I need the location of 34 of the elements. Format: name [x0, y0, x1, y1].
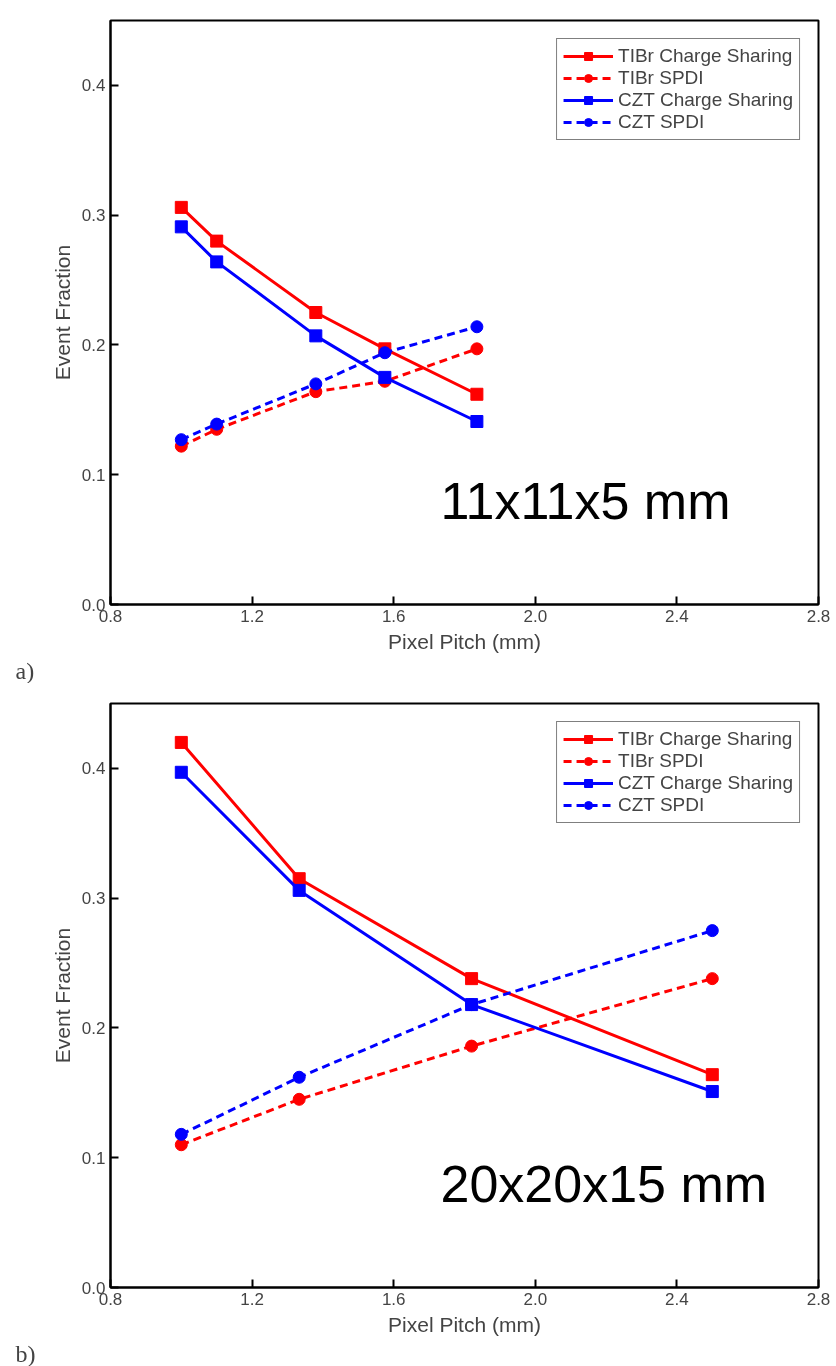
x-tick-label: 1.2 [240, 1289, 264, 1309]
y-tick-label: 0.2 [81, 1018, 106, 1038]
legend-label: TIBr SPDI [618, 750, 704, 772]
y-tick-label: 0.1 [81, 465, 106, 485]
text: b) [15, 1340, 36, 1366]
y-tick-label: 0.1 [81, 1148, 106, 1168]
y-axis-title: Event Fraction [50, 244, 74, 381]
x-tick-label: 2.8 [806, 1289, 831, 1309]
legend-label: TIBr SPDI [618, 67, 704, 89]
x-tick-label: 1.6 [381, 1289, 406, 1309]
y-tick-label: 0.4 [81, 76, 106, 96]
x-axis-title: Pixel Pitch (mm) [388, 629, 541, 653]
x-tick-label: 1.6 [381, 606, 406, 626]
legend-label: TIBr Charge Sharing [618, 728, 793, 750]
x-tick-label: 2.0 [523, 1289, 548, 1309]
y-tick-label: 0.4 [81, 759, 106, 779]
text: a) [15, 657, 35, 684]
x-tick-label: 2.4 [665, 1289, 689, 1309]
legend-label: CZT SPDI [618, 794, 705, 816]
x-tick-label: 2.8 [806, 606, 831, 626]
legend-label: CZT Charge Sharing [618, 772, 793, 794]
annotation: 20x20x15 mm [440, 1154, 768, 1213]
x-tick-label: 2.4 [665, 606, 689, 626]
y-tick-label: 0.3 [81, 889, 106, 909]
x-tick-label: 2.0 [523, 606, 548, 626]
x-tick-label: 1.2 [240, 606, 264, 626]
y-axis-title: Event Fraction [50, 927, 74, 1064]
y-tick-label: 0.2 [81, 335, 106, 355]
legend-label: TIBr Charge Sharing [618, 45, 793, 67]
legend-label: CZT Charge Sharing [618, 89, 793, 111]
y-tick-label: 0.3 [81, 206, 106, 226]
x-axis-title: Pixel Pitch (mm) [388, 1312, 541, 1336]
annotation: 11x11x5 mm [440, 471, 731, 530]
legend-label: CZT SPDI [618, 111, 705, 133]
